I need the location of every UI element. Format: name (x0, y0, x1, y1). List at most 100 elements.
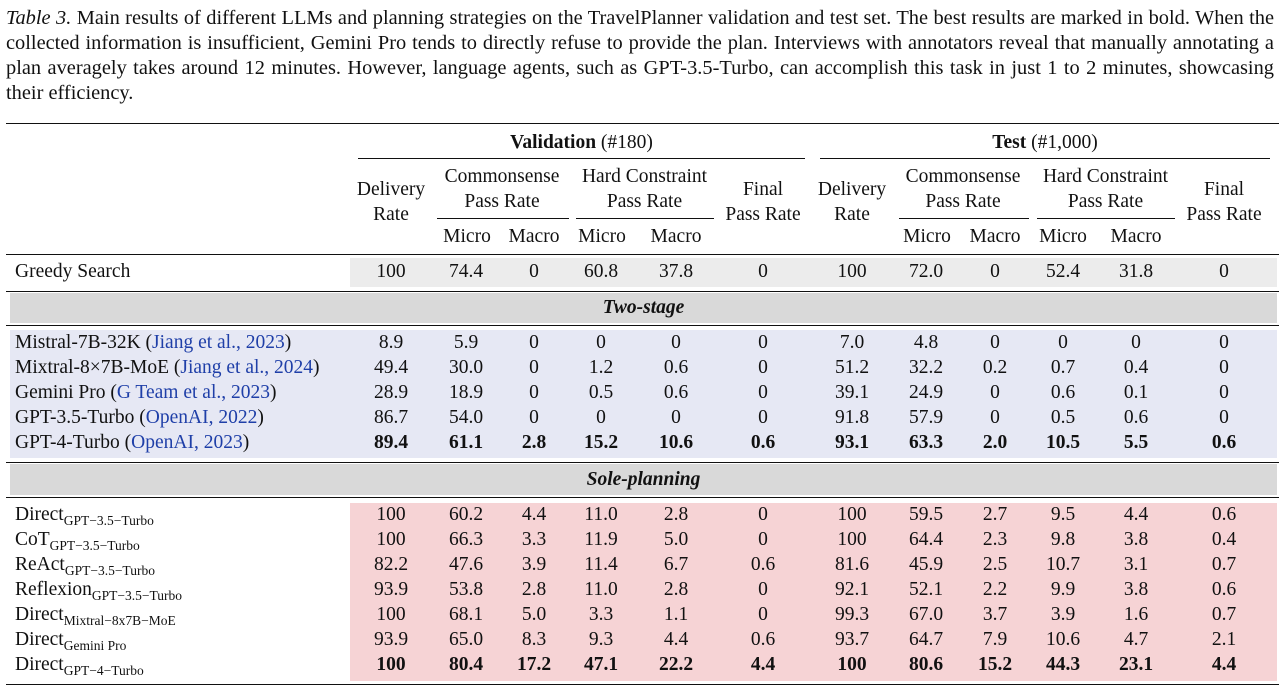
citation-link[interactable]: OpenAI, 2022 (145, 407, 258, 428)
value-cell: 51.2 (834, 357, 870, 378)
model-label: Direct (15, 629, 64, 650)
value-cell: 23.1 (1118, 654, 1154, 675)
test-commonsense-rule (899, 218, 1029, 219)
value-cell: 0 (529, 382, 539, 403)
sole-header-shade (10, 464, 1277, 495)
val-hc-micro: Micro (578, 226, 626, 247)
value-cell: 100 (376, 261, 406, 282)
value-cell: 92.1 (834, 579, 870, 600)
value-cell: 5.0 (521, 604, 547, 625)
value-cell: 4.7 (1123, 629, 1149, 650)
value-cell: 15.2 (977, 654, 1013, 675)
value-cell: 59.5 (908, 504, 944, 525)
header-bottom-rule (6, 254, 1279, 256)
value-cell: 0 (529, 261, 539, 282)
greedy-bottom-rule (6, 291, 1279, 292)
value-cell: 0 (1219, 382, 1229, 403)
citation-close: ) (284, 332, 292, 353)
model-label: Greedy Search (15, 261, 131, 282)
value-cell: 24.9 (908, 382, 944, 403)
value-cell: 0 (758, 579, 768, 600)
model-subscript: GPT−3.5−Turbo (49, 538, 140, 553)
value-cell: 3.8 (1123, 579, 1149, 600)
value-cell: 64.4 (908, 529, 944, 550)
value-cell: 100 (837, 529, 867, 550)
value-cell: 0 (990, 332, 1000, 353)
citation-link[interactable]: G Team et al., 2023 (116, 382, 270, 403)
value-cell: 44.3 (1045, 654, 1081, 675)
citation-close: ) (269, 382, 277, 403)
value-cell: 5.9 (453, 332, 479, 353)
value-cell: 0 (758, 382, 768, 403)
citation-link[interactable]: Jiang et al., 2024 (180, 357, 314, 378)
value-cell: 6.7 (663, 554, 689, 575)
value-cell: 63.3 (908, 432, 944, 453)
value-cell: 2.8 (663, 579, 689, 600)
test-cs-macro: Macro (969, 226, 1021, 247)
two-stage-header-rule (6, 325, 1279, 326)
value-cell: 3.3 (521, 529, 547, 550)
value-cell: 0 (1219, 261, 1229, 282)
model-name: ReActGPT−3.5−Turbo (15, 553, 155, 583)
value-cell: 2.8 (521, 579, 547, 600)
value-cell: 2.3 (982, 529, 1008, 550)
value-cell: 3.9 (521, 554, 547, 575)
value-cell: 61.1 (448, 432, 484, 453)
value-cell: 80.6 (908, 654, 944, 675)
value-cell: 8.9 (378, 332, 404, 353)
citation-link[interactable]: Jiang et al., 2023 (152, 332, 285, 353)
value-cell: 10.7 (1045, 554, 1081, 575)
model-label: CoT (15, 529, 50, 550)
value-cell: 2.8 (663, 504, 689, 525)
value-cell: 2.7 (982, 504, 1008, 525)
value-cell: 0.7 (1211, 554, 1237, 575)
validation-header: Validation (#180) (510, 132, 653, 153)
test-hard-header: Hard Constraint Pass Rate (1042, 166, 1169, 212)
model-label: Mistral-7B-32K ( (15, 332, 153, 353)
test-header: Test (#1,000) (992, 132, 1098, 153)
table-caption: Table 3. Main results of different LLMs … (6, 6, 1274, 106)
value-cell: 18.9 (448, 382, 484, 403)
value-cell: 11.9 (584, 529, 618, 550)
value-cell: 89.4 (373, 432, 409, 453)
value-cell: 11.0 (584, 504, 618, 525)
value-cell: 8.3 (521, 629, 547, 650)
value-cell: 0.5 (1050, 407, 1076, 428)
value-cell: 5.5 (1123, 432, 1149, 453)
model-label: Direct (15, 604, 64, 625)
value-cell: 81.6 (834, 554, 870, 575)
model-subscript: GPT−3.5−Turbo (64, 563, 155, 578)
value-cell: 0.5 (588, 382, 614, 403)
value-cell: 28.9 (373, 382, 409, 403)
value-cell: 86.7 (373, 407, 409, 428)
citation-link[interactable]: OpenAI, 2023 (131, 432, 243, 453)
value-cell: 0 (596, 407, 606, 428)
value-cell: 3.3 (588, 604, 614, 625)
value-cell: 22.2 (658, 654, 694, 675)
val-cs-micro: Micro (443, 226, 491, 247)
value-cell: 1.2 (588, 357, 614, 378)
value-cell: 100 (837, 504, 867, 525)
value-cell: 45.9 (908, 554, 944, 575)
value-cell: 99.3 (834, 604, 870, 625)
test-final-header: Final Pass Rate (1186, 179, 1262, 225)
value-cell: 93.9 (373, 629, 409, 650)
value-cell: 0.6 (750, 629, 776, 650)
value-cell: 66.3 (448, 529, 484, 550)
val-hard-rule (576, 218, 714, 219)
value-cell: 60.2 (448, 504, 484, 525)
value-cell: 47.6 (448, 554, 484, 575)
value-cell: 32.2 (908, 357, 944, 378)
value-cell: 4.4 (521, 504, 547, 525)
value-cell: 47.1 (583, 654, 619, 675)
model-name: Mistral-7B-32K (Jiang et al., 2023) (15, 331, 291, 355)
model-label: ReAct (15, 554, 65, 575)
model-name: ReflexionGPT−3.5−Turbo (15, 578, 182, 608)
value-cell: 72.0 (908, 261, 944, 282)
test-group-rule (820, 158, 1270, 159)
two-stage-shade (10, 330, 1277, 458)
value-cell: 11.0 (584, 579, 618, 600)
val-cs-macro: Macro (508, 226, 560, 247)
two-stage-bottom-rule (6, 462, 1279, 463)
value-cell: 9.9 (1050, 579, 1076, 600)
